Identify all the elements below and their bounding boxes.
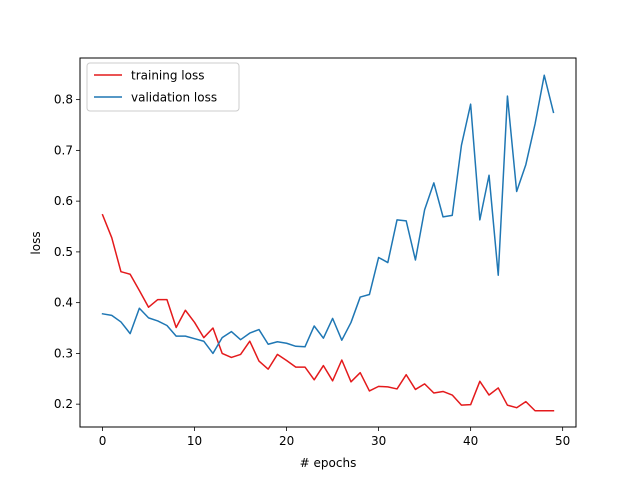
plot-frame xyxy=(79,57,577,428)
legend: training loss validation loss xyxy=(86,62,240,112)
y-tick-label: 0.5 xyxy=(54,245,73,259)
series-line-training xyxy=(101,213,555,412)
series-line-validation xyxy=(101,74,555,355)
series-layer xyxy=(101,74,555,412)
x-axis-label: # epochs xyxy=(300,456,357,470)
x-tick-label: 10 xyxy=(187,434,202,448)
y-tick-label: 0.8 xyxy=(54,93,73,107)
y-tick-label: 0.6 xyxy=(54,194,73,208)
x-tick-label: 0 xyxy=(99,434,107,448)
y-tick-label: 0.7 xyxy=(54,143,73,157)
x-tick-label: 20 xyxy=(279,434,294,448)
legend-box xyxy=(86,62,240,112)
y-tick-label: 0.2 xyxy=(54,397,73,411)
x-tick-label: 30 xyxy=(371,434,386,448)
y-tick-label: 0.4 xyxy=(54,296,73,310)
y-axis-label: loss xyxy=(29,231,43,254)
legend-label-training: training loss xyxy=(131,69,204,83)
y-tick-label: 0.3 xyxy=(54,346,73,360)
x-tick-label: 40 xyxy=(463,434,478,448)
x-axis: 0 10 20 30 40 50 xyxy=(99,427,570,448)
legend-label-validation: validation loss xyxy=(131,91,217,105)
x-tick-label: 50 xyxy=(555,434,570,448)
y-axis: 0.2 0.3 0.4 0.5 0.6 0.7 0.8 xyxy=(54,93,80,411)
